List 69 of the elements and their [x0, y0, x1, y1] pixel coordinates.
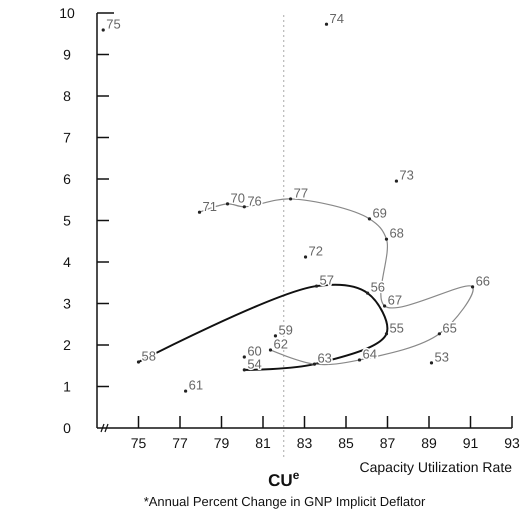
y-tick-label: 5 — [63, 212, 72, 228]
x-tick-label: 91 — [462, 435, 478, 451]
point — [470, 285, 474, 288]
point — [366, 292, 370, 295]
point — [289, 197, 292, 201]
point — [136, 360, 140, 364]
annotation: 73 — [399, 168, 414, 183]
annotation: 70 — [230, 190, 245, 206]
point — [184, 389, 188, 393]
annotation: 61 — [188, 378, 204, 393]
annotation: 59 — [278, 322, 293, 338]
point — [384, 332, 388, 336]
annotation: 53 — [434, 349, 449, 364]
y-tick-label: 4 — [63, 254, 72, 270]
x-tick-label: 87 — [380, 435, 396, 451]
point — [438, 332, 441, 336]
x-tick-label: 81 — [255, 435, 271, 451]
annotation: 57 — [320, 272, 334, 288]
annotation: 76 — [247, 193, 262, 208]
y-tick-label: 3 — [63, 295, 72, 312]
x-tick-label: 89 — [421, 435, 437, 451]
annotation: 68 — [389, 226, 404, 241]
annotation: 74 — [329, 10, 344, 26]
annotation: 62 — [273, 336, 288, 352]
x-tick-label: 77 — [172, 435, 188, 451]
point — [274, 334, 278, 338]
x-tick-label: 75 — [130, 435, 146, 451]
point — [314, 284, 318, 288]
point — [198, 210, 202, 214]
point — [312, 362, 316, 366]
y-tick-label: 10 — [59, 4, 75, 21]
y-tick-label: 1 — [63, 378, 72, 394]
point — [368, 217, 372, 220]
point — [430, 361, 434, 364]
x-axis-title: Capacity Utilization Rate — [359, 459, 512, 475]
x-tick-label: 79 — [214, 435, 230, 451]
point — [358, 358, 362, 362]
annotation: 67 — [388, 292, 402, 308]
point — [242, 205, 246, 208]
point — [382, 304, 386, 308]
point — [384, 238, 388, 241]
y-tick-label: 7 — [63, 129, 72, 146]
text: *Annual Percent Change in GNP Implicit Deflator — [144, 494, 426, 509]
annotation: 54 — [247, 356, 262, 372]
annotation: 72 — [308, 244, 324, 259]
annotation: 55 — [389, 320, 404, 336]
y-tick-label: 9 — [63, 46, 72, 62]
x-tick-label: 85 — [338, 435, 354, 451]
point — [268, 348, 272, 352]
point — [324, 22, 328, 26]
point — [304, 255, 308, 259]
point — [102, 28, 105, 32]
x-tick-label: 83 — [296, 435, 312, 451]
annotation: 66 — [476, 273, 490, 288]
annotation: 60 — [247, 344, 262, 359]
y-tick-label: 8 — [63, 88, 72, 104]
annotation: 75 — [106, 16, 121, 32]
point — [226, 202, 230, 206]
annotation: 77 — [294, 185, 308, 200]
ref-line-label: CU$^{e}$ — [268, 468, 300, 490]
y-tick-label: 0 — [63, 420, 72, 436]
point — [242, 355, 246, 359]
y-tick-label: 6 — [63, 170, 72, 187]
y-tick-label: 2 — [63, 336, 72, 353]
point — [394, 179, 398, 183]
annotation: 69 — [372, 205, 387, 220]
point — [242, 368, 246, 372]
annotation: 64 — [362, 346, 377, 362]
x-tick-label: 93 — [504, 435, 520, 451]
